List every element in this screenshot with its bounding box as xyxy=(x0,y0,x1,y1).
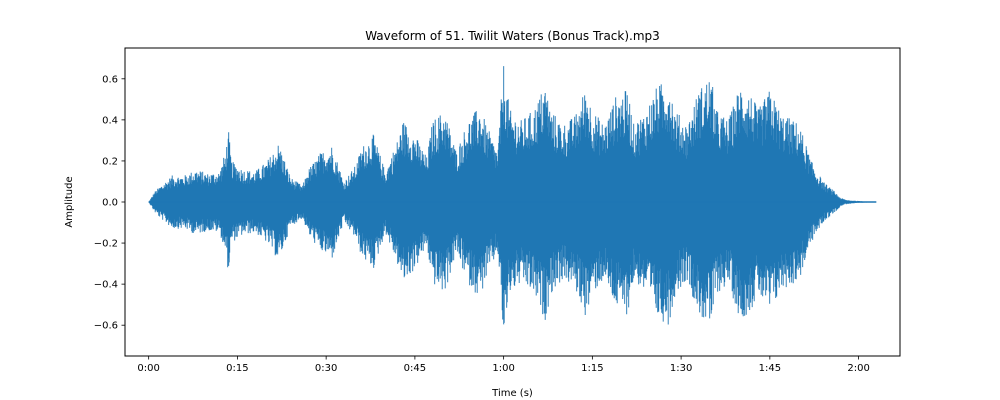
y-tick-label: 0.0 xyxy=(102,198,118,209)
x-axis-label: Time (s) xyxy=(491,388,533,399)
y-tick-label: 0.2 xyxy=(102,156,118,167)
waveform-layer xyxy=(148,66,877,325)
y-tick-label: 0.4 xyxy=(102,115,118,126)
x-tick-label: 2:00 xyxy=(847,363,869,374)
y-axis-label: Amplitude xyxy=(64,176,75,227)
y-tick-label: 0.6 xyxy=(102,74,118,85)
waveform-series xyxy=(148,66,876,325)
x-tick-label: 1:30 xyxy=(670,363,692,374)
y-axis-ticks: −0.6 −0.4 −0.2 0.0 0.2 0.4 0.6 xyxy=(94,74,125,332)
x-tick-label: 1:45 xyxy=(759,363,781,374)
y-tick-label: −0.6 xyxy=(94,321,118,332)
x-tick-label: 1:15 xyxy=(581,363,603,374)
x-tick-label: 0:00 xyxy=(137,363,159,374)
x-tick-label: 1:00 xyxy=(492,363,514,374)
y-tick-label: −0.2 xyxy=(94,239,118,250)
chart-title: Waveform of 51. Twilit Waters (Bonus Tra… xyxy=(365,29,660,43)
y-tick-label: −0.4 xyxy=(94,280,118,291)
x-tick-label: 0:15 xyxy=(226,363,248,374)
x-tick-label: 0:30 xyxy=(315,363,337,374)
plot-area xyxy=(124,47,901,357)
x-axis-ticks: 0:00 0:15 0:30 0:45 1:00 1:15 1:30 1:45 2:00 xyxy=(137,356,870,374)
x-tick-label: 0:45 xyxy=(404,363,426,374)
